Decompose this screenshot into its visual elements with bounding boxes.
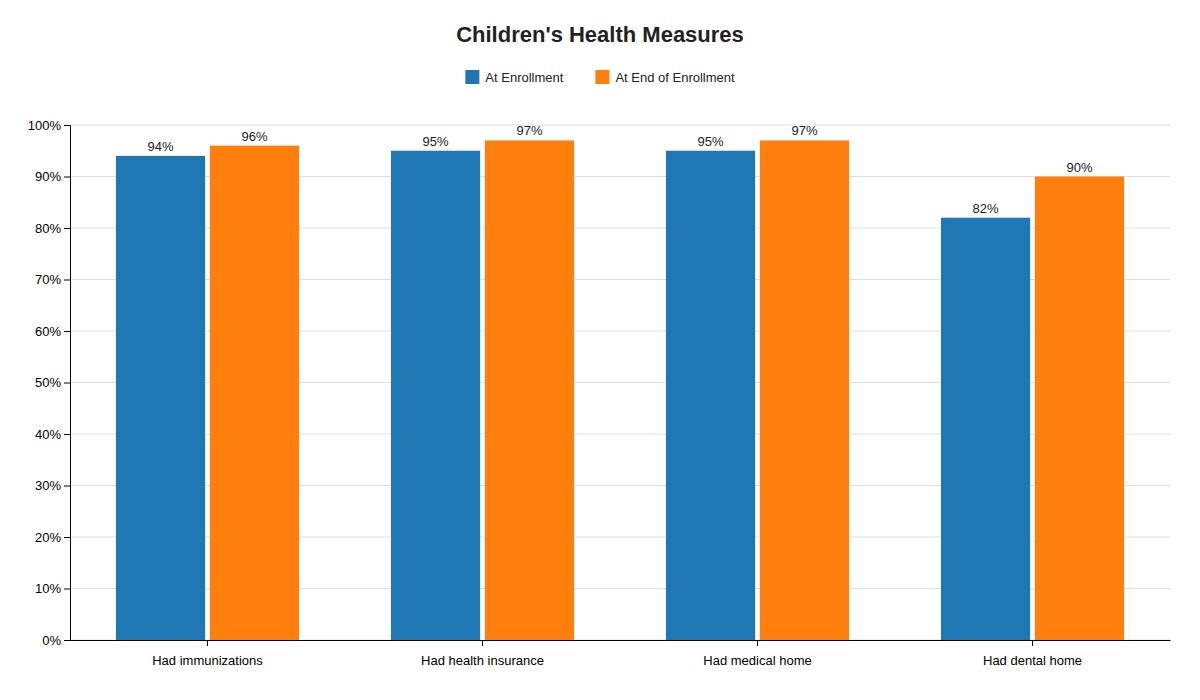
bar [391,151,480,640]
data-label: 96% [241,129,267,144]
grid [70,125,1170,640]
data-label: 97% [516,123,542,138]
data-label: 90% [1066,160,1092,175]
y-tick-label: 40% [35,427,61,442]
y-tick: 80% [35,221,70,236]
y-tick-mark [64,537,70,538]
y-tick-label: 10% [35,581,61,596]
y-tick-mark [64,640,70,641]
x-tick-label: Had medical home [703,653,811,668]
y-tick: 0% [42,633,70,648]
x-tick-label: Had dental home [983,653,1082,668]
y-tick: 30% [35,478,70,493]
x-tick-label: Had health insurance [421,653,544,668]
x-tick-mark [482,640,483,646]
y-tick: 70% [35,272,70,287]
y-tick: 50% [35,375,70,390]
grid-line [70,125,1170,126]
y-tick-mark [64,280,70,281]
data-labels: 94% 95% 95% 82% 96% 97% 97% 90% [148,123,1093,215]
y-tick: 90% [35,169,70,184]
legend-label: At Enrollment [485,70,563,85]
bar [116,156,205,640]
y-tick-mark [64,486,70,487]
data-label: 95% [423,134,449,149]
x-axis-line [71,640,1171,641]
y-tick-label: 60% [35,324,61,339]
bar-series [210,140,1124,640]
legend-label: At End of Enrollment [615,70,735,85]
data-label: 97% [791,123,817,138]
x-tick: Had health insurance [421,640,544,668]
y-tick: 10% [35,581,70,596]
legend-item: At End of Enrollment [595,70,735,85]
y-tick-mark [64,434,70,435]
bar [941,218,1030,640]
y-tick-mark [64,383,70,384]
y-axis-line [64,126,71,641]
y-axis: 0% 10% 20% 30% 40% 50% 60% 70% 80% 90% 100% [28,118,71,648]
x-tick-mark [1032,640,1033,646]
bar [1035,177,1124,641]
chart: Children's Health Measures 94% 95% 95% 82% 96… [0,0,1200,700]
y-tick: 20% [35,530,70,545]
y-tick-label: 80% [35,221,61,236]
y-tick-label: 30% [35,478,61,493]
data-label: 95% [698,134,724,149]
y-tick-label: 0% [42,633,61,648]
title: Children's Health Measures [456,22,744,47]
x-tick: Had medical home [703,640,811,668]
x-tick-mark [207,640,208,646]
y-tick-mark [64,177,70,178]
y-tick-label: 100% [28,118,62,133]
y-tick: 60% [35,324,70,339]
data-label: 94% [148,139,174,154]
y-tick-label: 70% [35,272,61,287]
legend-item: At Enrollment [465,70,563,85]
x-axis: Had immunizations Had health insurance Had… [71,640,1171,668]
legend-swatch [595,70,609,84]
x-tick-mark [757,640,758,646]
x-tick-label: Had immunizations [152,653,263,668]
y-tick-mark [64,228,70,229]
bar [666,151,755,640]
x-tick: Had immunizations [152,640,263,668]
bar [760,140,849,640]
plot: 94% 95% 95% 82% 96% 97% 97% 90% 0% 10% 20% 30% 40% 50… [28,118,1171,668]
y-tick-mark [64,125,70,126]
y-tick-mark [64,331,70,332]
y-tick: 100% [28,118,70,133]
bar [210,146,299,640]
y-tick-label: 50% [35,375,61,390]
legend-swatch [465,70,479,84]
y-tick-label: 20% [35,530,61,545]
y-tick: 40% [35,427,70,442]
data-label: 82% [973,201,999,216]
y-tick-label: 90% [35,169,61,184]
legend: At Enrollment At End of Enrollment [465,70,735,85]
y-tick-mark [64,589,70,590]
x-tick: Had dental home [983,640,1082,668]
bars [116,140,1124,640]
bar [485,140,574,640]
